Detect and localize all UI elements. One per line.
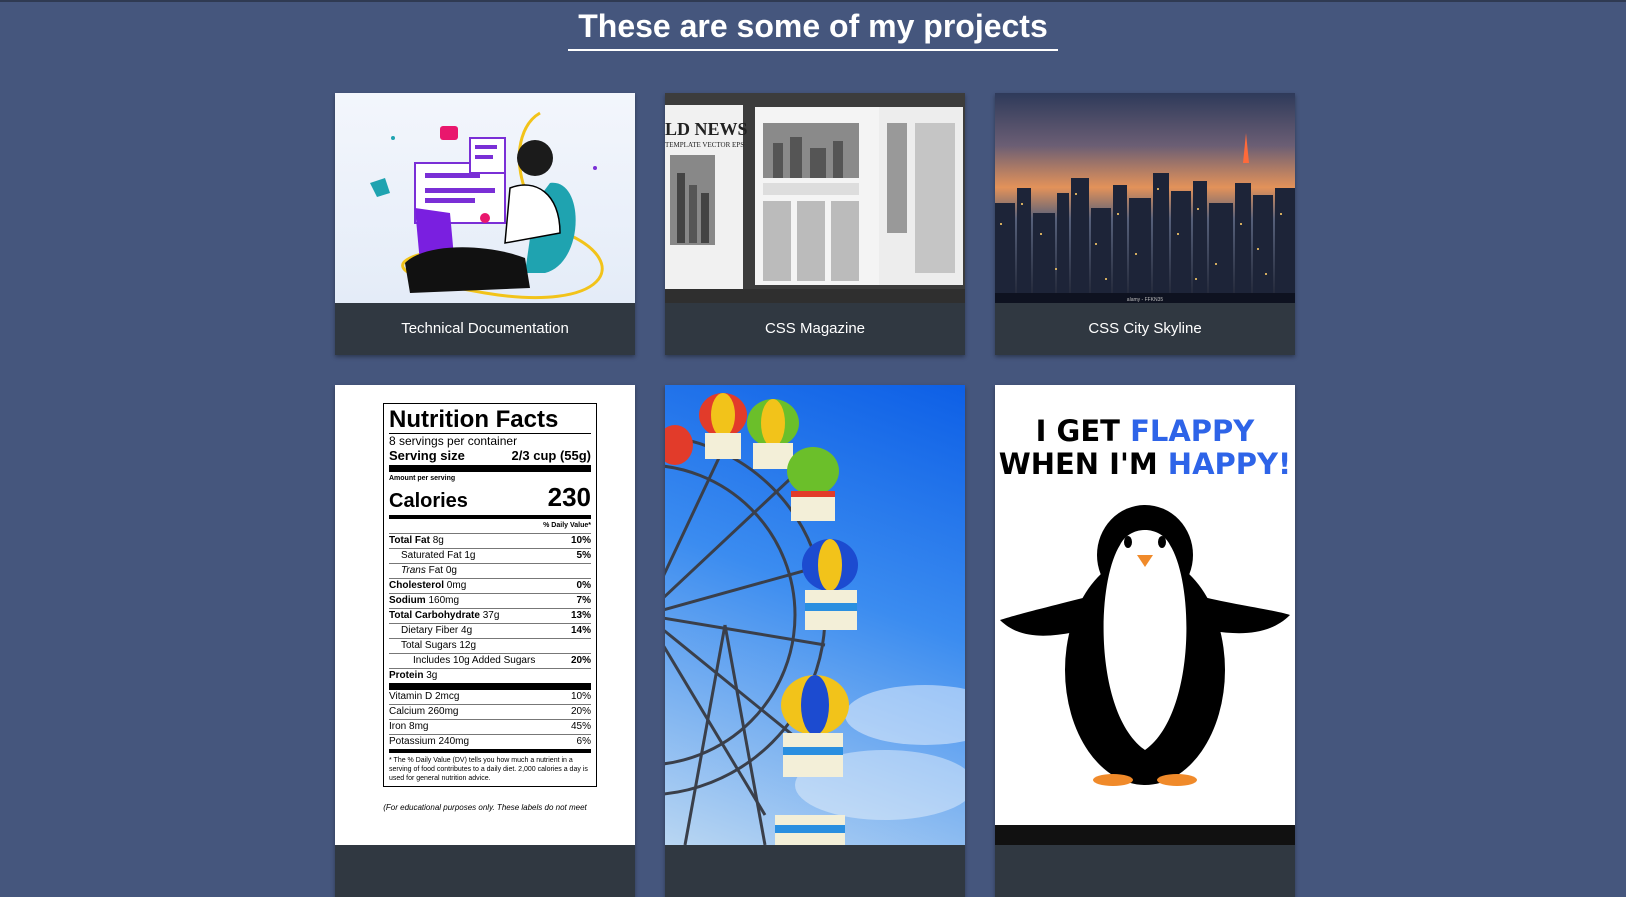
project-thumbnail-css-magazine: LD NEWS TEMPLATE VECTOR EPS	[665, 93, 965, 303]
project-card-penguin[interactable]: I GET FLAPPY WHEN I'M HAPPY!	[995, 385, 1295, 897]
serving-size-label: Serving size	[389, 448, 465, 463]
project-title	[995, 845, 1295, 897]
projects-grid: Technical Documentation LD NEWS TEMPLATE…	[335, 93, 1295, 897]
project-thumbnail-css-city-skyline: alamy - FFKN35	[995, 93, 1295, 303]
nutrient-name: Saturated Fat	[401, 550, 462, 561]
nutrient-amount: 12g	[459, 640, 477, 651]
nutrient-dv: 0%	[576, 580, 591, 591]
nutrient-amount: 8g	[432, 535, 444, 546]
nutrition-facts-label: Nutrition Facts 8 servings per container…	[383, 403, 597, 787]
serving-size-value: 2/3 cup (55g)	[511, 448, 591, 463]
vitamin-dv: 6%	[576, 736, 591, 747]
project-title	[665, 845, 965, 897]
vitamin-name: Iron 8mg	[389, 721, 429, 732]
nutrition-servings: 8 servings per container	[389, 434, 518, 448]
amount-per-serving: Amount per serving	[389, 475, 456, 482]
flappy-text: I GET	[1035, 414, 1131, 448]
project-title: CSS City Skyline	[1088, 320, 1202, 337]
nutrient-dv: 20%	[570, 655, 591, 666]
nutrient-name: Total Sugars	[401, 640, 457, 651]
project-thumbnail-ferris-wheel	[665, 385, 965, 845]
flappy-text-highlight: FLAPPY	[1130, 414, 1255, 448]
nutrient-amount: 1g	[464, 550, 476, 561]
vitamin-dv: 10%	[570, 691, 591, 702]
nutrient-amount: 160mg	[428, 595, 460, 606]
image-watermark: alamy - FFKN35	[1127, 297, 1164, 303]
vitamin-name: Calcium 260mg	[389, 706, 459, 717]
nutrient-name: Cholesterol	[389, 580, 445, 591]
calories-value: 230	[547, 482, 591, 512]
project-card-nutrition-label[interactable]: Nutrition Facts 8 servings per container…	[335, 385, 635, 897]
project-title: CSS Magazine	[764, 320, 866, 337]
project-card-css-city-skyline[interactable]: alamy - FFKN35 CSS City Skyline	[995, 93, 1295, 355]
project-thumbnail-nutrition-label: Nutrition Facts 8 servings per container…	[335, 385, 635, 845]
nutrition-footnote: * The % Daily Value (DV) tells you how m…	[389, 749, 591, 783]
educational-note: (For educational purposes only. These la…	[383, 803, 587, 812]
nutrient-name: Includes 10g Added Sugars	[413, 655, 536, 666]
daily-value-header: % Daily Value*	[543, 522, 591, 529]
nutrition-title: Nutrition Facts	[389, 407, 591, 434]
nutrient-name: Total Carbohydrate	[389, 610, 480, 621]
project-title	[335, 845, 635, 897]
flappy-text: WHEN I'M	[998, 447, 1168, 481]
project-card-css-magazine[interactable]: LD NEWS TEMPLATE VECTOR EPS	[665, 93, 965, 355]
project-thumbnail-penguin: I GET FLAPPY WHEN I'M HAPPY!	[995, 385, 1295, 845]
calories-label: Calories	[389, 490, 468, 512]
nutrient-amount: 3g	[426, 670, 438, 681]
nutrient-amount: Fat 0g	[428, 565, 457, 576]
nutrient-name: Total Fat	[389, 535, 430, 546]
nutrient-name: Protein	[389, 670, 424, 681]
nutrient-amount: 0mg	[446, 580, 467, 591]
project-card-ferris-wheel[interactable]	[665, 385, 965, 897]
project-thumbnail-technical-documentation	[335, 93, 635, 303]
newspaper-subheadline: TEMPLATE VECTOR EPS	[665, 141, 744, 149]
section-header: These are some of my projects	[0, 8, 1626, 51]
vitamin-name: Vitamin D 2mcg	[389, 691, 460, 702]
nutrient-dv: 5%	[576, 550, 591, 561]
nutrient-dv: 14%	[570, 625, 591, 636]
nutrient-name: Trans	[401, 565, 426, 576]
project-title: Technical Documentation	[401, 320, 569, 337]
vitamin-name: Potassium 240mg	[389, 736, 470, 747]
flappy-headline: I GET FLAPPY WHEN I'M HAPPY!	[995, 415, 1295, 481]
vitamin-dv: 20%	[570, 706, 591, 717]
project-card-technical-documentation[interactable]: Technical Documentation	[335, 93, 635, 355]
newspaper-headline: LD NEWS	[665, 119, 748, 139]
penguin-icon	[995, 505, 1295, 845]
nutrient-dv: 13%	[570, 610, 591, 621]
nutrient-name: Sodium	[389, 595, 426, 606]
nutrient-dv: 7%	[576, 595, 591, 606]
nutrient-name: Dietary Fiber	[401, 625, 459, 636]
vitamin-dv: 45%	[570, 721, 591, 732]
flappy-text-highlight: HAPPY!	[1167, 447, 1292, 481]
nutrient-amount: 4g	[461, 625, 473, 636]
page-title: These are some of my projects	[568, 8, 1058, 51]
nutrient-dv: 10%	[570, 535, 591, 546]
nutrient-amount: 37g	[482, 610, 500, 621]
